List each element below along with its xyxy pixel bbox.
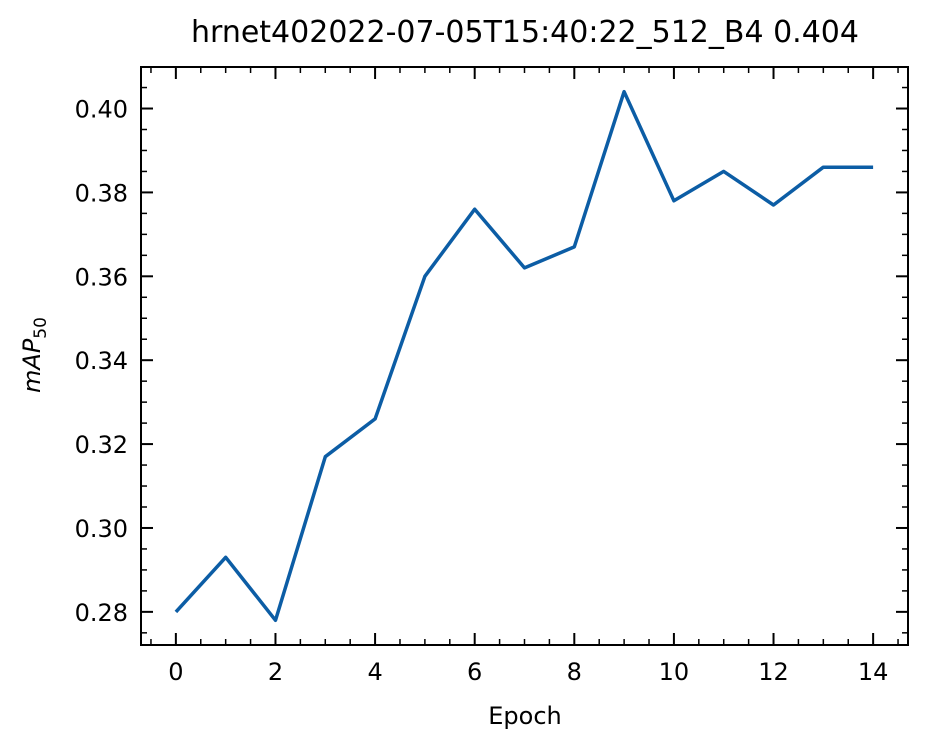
y-axis-label-subscript: 50 <box>31 317 51 339</box>
y-tick-label: 0.38 <box>75 179 128 207</box>
plot-frame <box>140 66 909 646</box>
x-tick-label: 10 <box>659 658 690 686</box>
x-tick-label: 6 <box>467 658 482 686</box>
x-tick-label: 2 <box>268 658 283 686</box>
y-tick-labels: 0.28 0.30 0.32 0.34 0.36 0.38 0.40 <box>75 96 128 627</box>
plot-area <box>140 66 909 646</box>
x-axis-label: Epoch <box>488 702 562 730</box>
x-tick-labels: 0 2 4 6 8 10 12 14 <box>168 658 888 686</box>
y-tick-label: 0.34 <box>75 347 128 375</box>
y-axis-label-main: mAP <box>18 338 46 393</box>
x-tick-label: 8 <box>567 658 582 686</box>
chart-title: hrnet402022-07-05T15:40:22_512_B4 0.404 <box>191 15 859 50</box>
y-tick-label: 0.32 <box>75 431 128 459</box>
y-tick-label: 0.30 <box>75 515 128 543</box>
y-tick-label: 0.40 <box>75 96 128 124</box>
x-tick-label: 4 <box>367 658 382 686</box>
series-line <box>174 89 874 623</box>
y-tick-label: 0.28 <box>75 599 128 627</box>
y-tick-label: 0.36 <box>75 263 128 291</box>
y-axis-label: mAP50 <box>18 317 51 393</box>
x-tick-label: 0 <box>168 658 183 686</box>
x-tick-label: 12 <box>758 658 789 686</box>
x-tick-label: 14 <box>858 658 889 686</box>
